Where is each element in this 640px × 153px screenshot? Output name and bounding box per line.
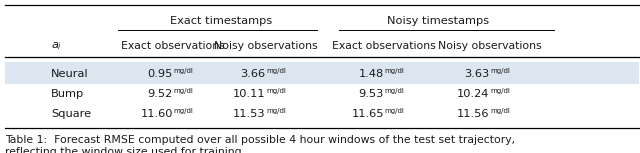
Text: mg/dl: mg/dl [490, 88, 510, 94]
Text: 11.53: 11.53 [233, 109, 266, 119]
FancyBboxPatch shape [5, 62, 639, 84]
Text: $a_i$: $a_i$ [51, 40, 62, 52]
Text: Exact timestamps: Exact timestamps [170, 16, 272, 26]
Text: 0.95: 0.95 [147, 69, 173, 79]
Text: Bump: Bump [51, 89, 84, 99]
Text: 10.24: 10.24 [457, 89, 490, 99]
Text: 9.53: 9.53 [358, 89, 384, 99]
Text: 11.60: 11.60 [140, 109, 173, 119]
Text: Noisy observations: Noisy observations [438, 41, 541, 51]
Text: mg/dl: mg/dl [385, 108, 404, 114]
Text: mg/dl: mg/dl [385, 68, 404, 74]
Text: 11.56: 11.56 [457, 109, 490, 119]
Text: 11.65: 11.65 [351, 109, 384, 119]
Text: mg/dl: mg/dl [173, 108, 193, 114]
Text: Table 1:  Forecast RMSE computed over all possible 4 hour windows of the test se: Table 1: Forecast RMSE computed over all… [5, 135, 515, 153]
Text: mg/dl: mg/dl [173, 88, 193, 94]
Text: Neural: Neural [51, 69, 89, 79]
Text: Noisy observations: Noisy observations [214, 41, 317, 51]
Text: 9.52: 9.52 [148, 89, 173, 99]
Text: Square: Square [51, 109, 92, 119]
Text: Noisy timestamps: Noisy timestamps [387, 16, 490, 26]
Text: Exact observations: Exact observations [332, 41, 436, 51]
Text: 1.48: 1.48 [359, 69, 384, 79]
Text: 3.66: 3.66 [241, 69, 266, 79]
Text: mg/dl: mg/dl [266, 68, 286, 74]
Text: mg/dl: mg/dl [490, 108, 510, 114]
Text: mg/dl: mg/dl [490, 68, 510, 74]
Text: mg/dl: mg/dl [173, 68, 193, 74]
Text: mg/dl: mg/dl [266, 88, 286, 94]
Text: mg/dl: mg/dl [385, 88, 404, 94]
Text: 10.11: 10.11 [233, 89, 266, 99]
Text: mg/dl: mg/dl [266, 108, 286, 114]
Text: 3.63: 3.63 [465, 69, 490, 79]
Text: Exact observations: Exact observations [121, 41, 225, 51]
